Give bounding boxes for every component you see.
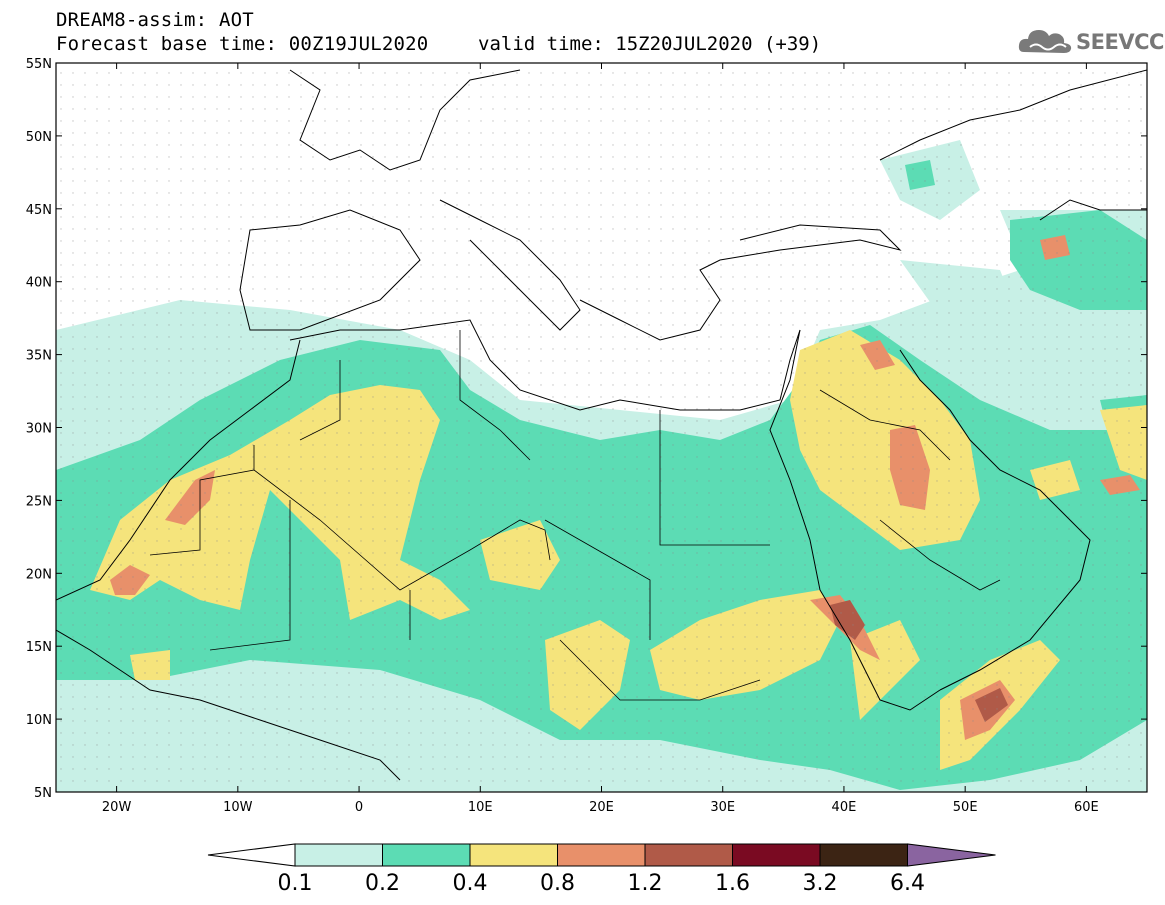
lon-label: 50E bbox=[953, 800, 978, 815]
lon-label: 60E bbox=[1074, 800, 1099, 815]
colorbar-label: 0.1 bbox=[278, 871, 313, 896]
lat-label: 10N bbox=[26, 713, 52, 728]
lat-label: 20N bbox=[26, 567, 52, 582]
colorbar-swatch bbox=[732, 843, 821, 867]
lon-label: 40E bbox=[832, 800, 857, 815]
aot-field bbox=[56, 63, 1147, 792]
colorbar-label: 1.2 bbox=[628, 871, 663, 896]
colorbar-under-arrow bbox=[207, 843, 296, 867]
lat-label: 40N bbox=[26, 276, 52, 291]
lat-label: 55N bbox=[26, 57, 52, 72]
colorbar-label: 0.2 bbox=[365, 871, 400, 896]
colorbar-swatch bbox=[819, 843, 908, 867]
colorbar-label: 0.8 bbox=[540, 871, 575, 896]
longitude-axis: 20W 10W 0 10E 20E 30E 40E 50E 60E bbox=[102, 63, 1099, 815]
seevccc-logo: SEEVCCC bbox=[1076, 30, 1165, 54]
colorbar-over-arrow bbox=[907, 843, 996, 867]
lat-label: 30N bbox=[26, 422, 52, 437]
country-borders bbox=[149, 330, 1001, 701]
lat-label: 5N bbox=[34, 786, 52, 801]
colorbar: 0.1 0.2 0.4 0.8 1.2 1.6 3.2 6.4 bbox=[207, 843, 996, 896]
lat-label: 45N bbox=[26, 203, 52, 218]
cloud-logo-icon bbox=[1018, 30, 1072, 53]
lat-label: 15N bbox=[26, 640, 52, 655]
lon-label: 20W bbox=[102, 800, 132, 815]
map-title: DREAM8-assim: AOT bbox=[56, 9, 254, 31]
valid-time: valid time: 15Z20JUL2020 (+39) bbox=[478, 33, 822, 55]
lat-label: 25N bbox=[26, 494, 52, 509]
colorbar-label: 1.6 bbox=[715, 871, 750, 896]
colorbar-swatch bbox=[644, 843, 733, 867]
colorbar-swatch bbox=[294, 843, 383, 867]
colorbar-label: 0.4 bbox=[453, 871, 488, 896]
lat-label: 35N bbox=[26, 349, 52, 364]
lon-label: 10E bbox=[468, 800, 493, 815]
colorbar-swatch bbox=[382, 843, 471, 867]
colorbar-swatch bbox=[557, 843, 646, 867]
lon-label: 20E bbox=[589, 800, 614, 815]
coastlines bbox=[56, 69, 1147, 781]
latitude-axis: 55N 50N 45N 40N 35N 30N 25N 20N 15N 10N 5N bbox=[26, 57, 1147, 801]
lon-label: 0 bbox=[355, 800, 363, 815]
lon-label: 10W bbox=[223, 800, 253, 815]
colorbar-label: 3.2 bbox=[803, 871, 838, 896]
lon-label: 30E bbox=[710, 800, 735, 815]
colorbar-label: 6.4 bbox=[890, 871, 925, 896]
colorbar-swatch bbox=[469, 843, 558, 867]
forecast-base-time: Forecast base time: 00Z19JUL2020 bbox=[56, 33, 429, 55]
lat-label: 50N bbox=[26, 130, 52, 145]
